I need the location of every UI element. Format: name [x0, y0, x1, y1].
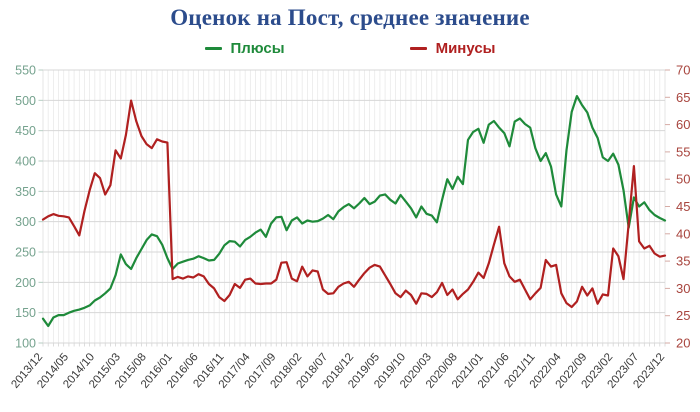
left-axis-label: 400: [15, 155, 36, 169]
legend-label-pluses: Плюсы: [230, 40, 285, 57]
left-axis-label: 150: [15, 306, 36, 320]
legend-label-minuses: Минусы: [435, 40, 496, 57]
chart-title: Оценок на Пост, среднее значение: [170, 5, 530, 30]
left-axis-label: 500: [15, 94, 36, 108]
right-axis-label: 55: [676, 144, 690, 159]
right-axis-label: 40: [676, 226, 690, 241]
right-axis-label: 20: [676, 336, 690, 351]
right-axis-label: 70: [676, 63, 690, 78]
minuses-line-swatch-icon: [409, 47, 427, 50]
left-axis-label: 550: [15, 64, 36, 78]
right-axis-label: 50: [676, 172, 690, 187]
right-axis-label: 65: [676, 90, 690, 105]
left-axis-label: 100: [15, 337, 36, 351]
left-axis-label: 450: [15, 124, 36, 138]
right-axis-label: 25: [676, 308, 690, 323]
minuses-line: [41, 99, 667, 309]
left-axis-label: 250: [15, 246, 36, 260]
legend-item-pluses: Плюсы: [204, 40, 285, 57]
pluses-line: [41, 94, 667, 328]
right-axis-label: 35: [676, 254, 690, 269]
left-axis-label: 200: [15, 276, 36, 290]
left-axis-label: 300: [15, 215, 36, 229]
legend-item-minuses: Минусы: [409, 40, 496, 57]
chart-legend: Плюсы Минусы: [0, 40, 700, 57]
right-axis-label: 30: [676, 281, 690, 296]
right-axis-label: 60: [676, 117, 690, 132]
right-axis-label: 45: [676, 199, 690, 214]
pluses-line-swatch-icon: [204, 47, 222, 50]
left-axis-label: 350: [15, 185, 36, 199]
